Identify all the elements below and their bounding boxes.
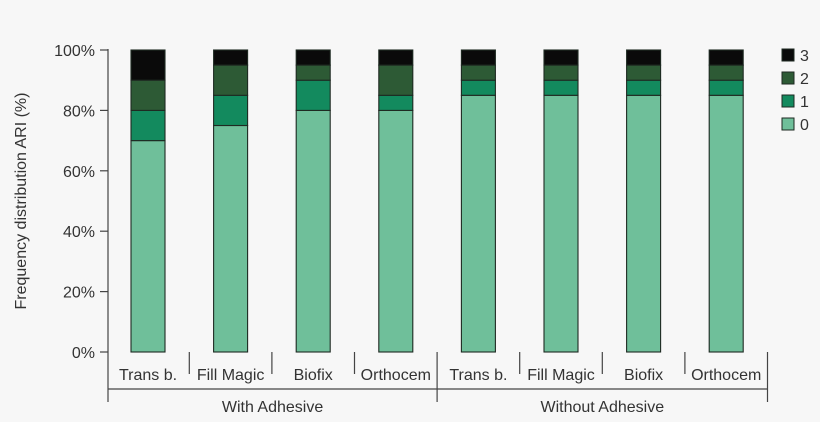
bar-segment-1 [378, 94, 414, 111]
x-category-label: Biofix [624, 367, 663, 384]
bar-segment-0 [213, 124, 249, 353]
x-category-label: Biofix [294, 367, 333, 384]
bar-segment-1 [626, 79, 662, 96]
bar-segment-1 [708, 79, 744, 96]
bar-segment-3 [626, 49, 662, 66]
x-category-label: Orthocem [361, 367, 431, 384]
bar-segment-3 [378, 49, 414, 66]
y-tick-label: 80% [63, 103, 95, 120]
bar-segment-3 [130, 49, 166, 81]
x-category-label: Orthocem [691, 367, 761, 384]
bar-segment-3 [295, 49, 331, 66]
y-axis: 0% 20% 40% 60% 80% 100% [54, 43, 109, 362]
legend-label: 3 [800, 48, 809, 65]
y-tick-label: 60% [63, 164, 95, 181]
legend-label: 1 [800, 94, 809, 111]
bar-segment-0 [378, 109, 414, 353]
x-category-label: Fill Magic [197, 367, 265, 384]
bar-segment-0 [295, 109, 331, 353]
bars [130, 49, 744, 353]
x-category-label: Trans b. [119, 367, 177, 384]
x-category-label: Fill Magic [527, 367, 595, 384]
bar-segment-2 [295, 64, 331, 81]
legend-swatch-1 [781, 94, 795, 108]
bar-segment-1 [543, 79, 579, 96]
bar-segment-1 [213, 94, 249, 127]
y-tick-label: 0% [72, 345, 95, 362]
y-tick-label: 20% [63, 285, 95, 302]
bar-segment-0 [626, 94, 662, 353]
bar-segment-3 [213, 49, 249, 66]
legend-swatch-2 [781, 71, 795, 85]
legend-label: 0 [800, 117, 809, 134]
legend-swatch-3 [781, 48, 795, 62]
bar-segment-2 [378, 64, 414, 96]
bar-segment-0 [708, 94, 744, 353]
legend-label: 2 [800, 71, 809, 88]
bar-segment-2 [626, 64, 662, 81]
bar-segment-2 [460, 64, 496, 81]
x-group-label: Without Adhesive [540, 399, 664, 416]
bar-segment-0 [130, 140, 166, 353]
bar-segment-3 [543, 49, 579, 66]
bar-segment-1 [460, 79, 496, 96]
bar-segment-2 [708, 64, 744, 81]
bar-segment-0 [543, 94, 579, 353]
legend: 3 2 1 0 [781, 48, 809, 134]
bar-segment-3 [460, 49, 496, 66]
x-category-label: Trans b. [449, 367, 507, 384]
y-tick-label: 40% [63, 224, 95, 241]
y-axis-title: Frequency distribution ARI (%) [13, 93, 30, 310]
bar-segment-2 [130, 79, 166, 111]
bar-segment-1 [295, 79, 331, 111]
x-axis: Trans b. Fill Magic Biofix Orthocem Trans b.… [107, 352, 769, 416]
legend-swatch-0 [781, 117, 795, 131]
bar-segment-2 [543, 64, 579, 81]
bar-segment-0 [460, 94, 496, 353]
y-tick-label: 100% [54, 43, 95, 60]
x-group-label: With Adhesive [222, 399, 323, 416]
bar-segment-2 [213, 64, 249, 96]
bar-segment-3 [708, 49, 744, 66]
bar-segment-1 [130, 109, 166, 142]
